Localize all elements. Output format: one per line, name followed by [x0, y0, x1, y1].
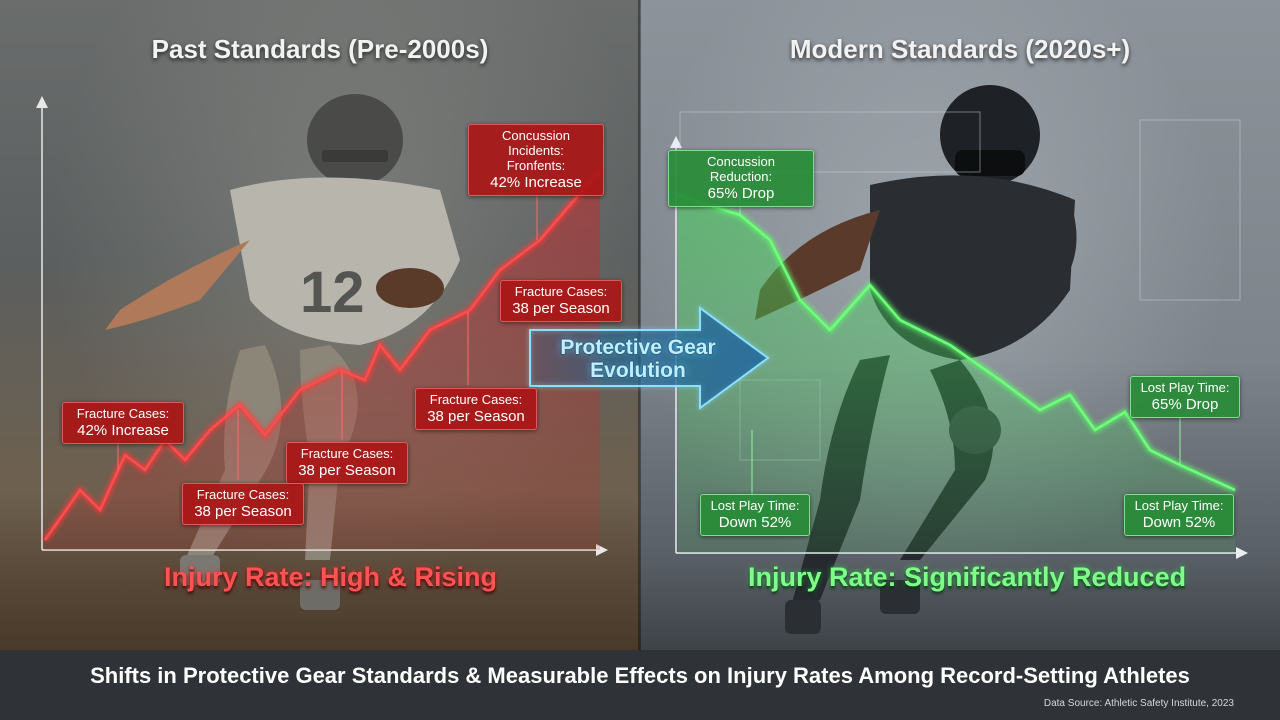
concussion-reduction-callout: Concussion Reduction: 65% Drop: [668, 150, 814, 208]
rising-injury-chart: [36, 96, 608, 556]
panel-divider: [638, 0, 641, 650]
svg-text:12: 12: [300, 260, 365, 325]
callout-value: Down 52%: [1142, 513, 1216, 531]
data-source-note: Data Source: Athletic Safety Institute, …: [1043, 698, 1234, 709]
infographic-title: Shifts in Protective Gear Standards & Me…: [90, 663, 1190, 688]
callout-label: Lost Play Time:: [1140, 380, 1230, 395]
callout-value: 42% Increase: [77, 421, 169, 439]
callout-value: Down 52%: [718, 513, 792, 531]
concussion-incidents-callout: Concussion Incidents: Fronfents: 42% Inc…: [468, 124, 604, 197]
lost-play-time-callout: Lost Play Time: Down 52%: [1124, 494, 1234, 537]
callout-label: Fracture Cases:: [76, 406, 170, 421]
fracture-cases-callout: Fracture Cases: 38 per Season: [182, 483, 304, 526]
lost-play-time-callout: Lost Play Time: 65% Drop: [1130, 376, 1240, 419]
callout-label: Fracture Cases:: [514, 284, 608, 299]
fracture-cases-callout: Fracture Cases: 38 per Season: [500, 280, 622, 323]
arrow-label-line-2: Evolution: [590, 359, 686, 383]
callout-value: 38 per Season: [194, 502, 292, 520]
fracture-cases-callout: Fracture Cases: 42% Increase: [62, 402, 184, 445]
callout-value: 38 per Season: [427, 407, 525, 425]
callout-label: Lost Play Time:: [710, 498, 800, 513]
callout-label: Concussion Reduction:: [707, 154, 775, 184]
arrow-label-line-1: Protective Gear: [560, 336, 716, 359]
callout-label: Fracture Cases:: [429, 392, 523, 407]
lost-play-time-callout: Lost Play Time: Down 52%: [700, 494, 810, 537]
protective-gear-evolution-label: Protective Gear Evolution: [548, 336, 728, 382]
callout-value: 65% Drop: [1151, 395, 1219, 413]
callout-label: Concussion Incidents:: [502, 128, 570, 158]
callout-value: 38 per Season: [298, 461, 396, 479]
fracture-cases-callout: Fracture Cases: 38 per Season: [286, 442, 408, 485]
fracture-cases-callout: Fracture Cases: 38 per Season: [415, 388, 537, 431]
falling-injury-chart: [670, 111, 1248, 559]
callout-label: Fracture Cases:: [300, 446, 394, 461]
callout-label: Lost Play Time:: [1134, 498, 1224, 513]
callout-value: 42% Increase: [490, 173, 582, 191]
callout-sublabel: Fronfents:: [506, 157, 566, 173]
right-arrow-icon: [528, 305, 771, 411]
modern-injury-rate-label: Injury Rate: Significantly Reduced: [748, 562, 1187, 592]
callout-label: Fracture Cases:: [196, 487, 290, 502]
callout-value: 65% Drop: [707, 184, 775, 202]
past-standards-title: Past Standards (Pre-2000s): [151, 34, 489, 64]
callout-value: 38 per Season: [512, 299, 610, 317]
modern-standards-title: Modern Standards (2020s+): [789, 34, 1131, 64]
past-injury-rate-label: Injury Rate: High & Rising: [164, 562, 498, 592]
footer-bar: Shifts in Protective Gear Standards & Me…: [0, 650, 1280, 720]
graphics-overlay: 12: [36, 85, 1248, 610]
